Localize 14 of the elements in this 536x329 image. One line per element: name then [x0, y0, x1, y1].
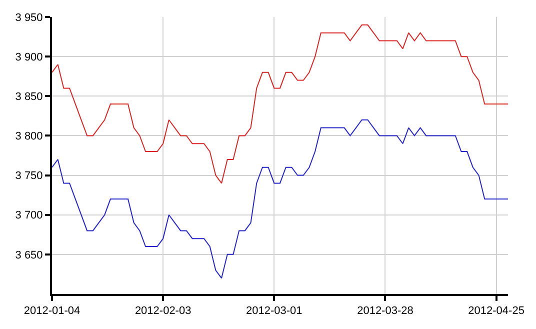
y-tick-label: 3 800	[15, 130, 43, 143]
y-tick-label: 3 700	[15, 210, 43, 222]
x-tick-label: 2012-04-25	[468, 305, 524, 318]
line-series	[52, 119, 508, 279]
line-series	[52, 24, 508, 184]
y-tick-label: 3 850	[15, 90, 43, 103]
x-tick-label: 2012-03-01	[246, 305, 302, 318]
x-tick-label: 2012-02-03	[134, 305, 192, 318]
x-tick-label: 2012-03-28	[357, 305, 414, 318]
y-tick-label: 3 950	[15, 12, 43, 24]
y-tick-label: 3 650	[15, 249, 43, 262]
x-tick-label: 2012-01-04	[24, 305, 80, 318]
y-tick-label: 3 900	[15, 51, 43, 64]
y-tick-label: 3 750	[15, 170, 43, 182]
